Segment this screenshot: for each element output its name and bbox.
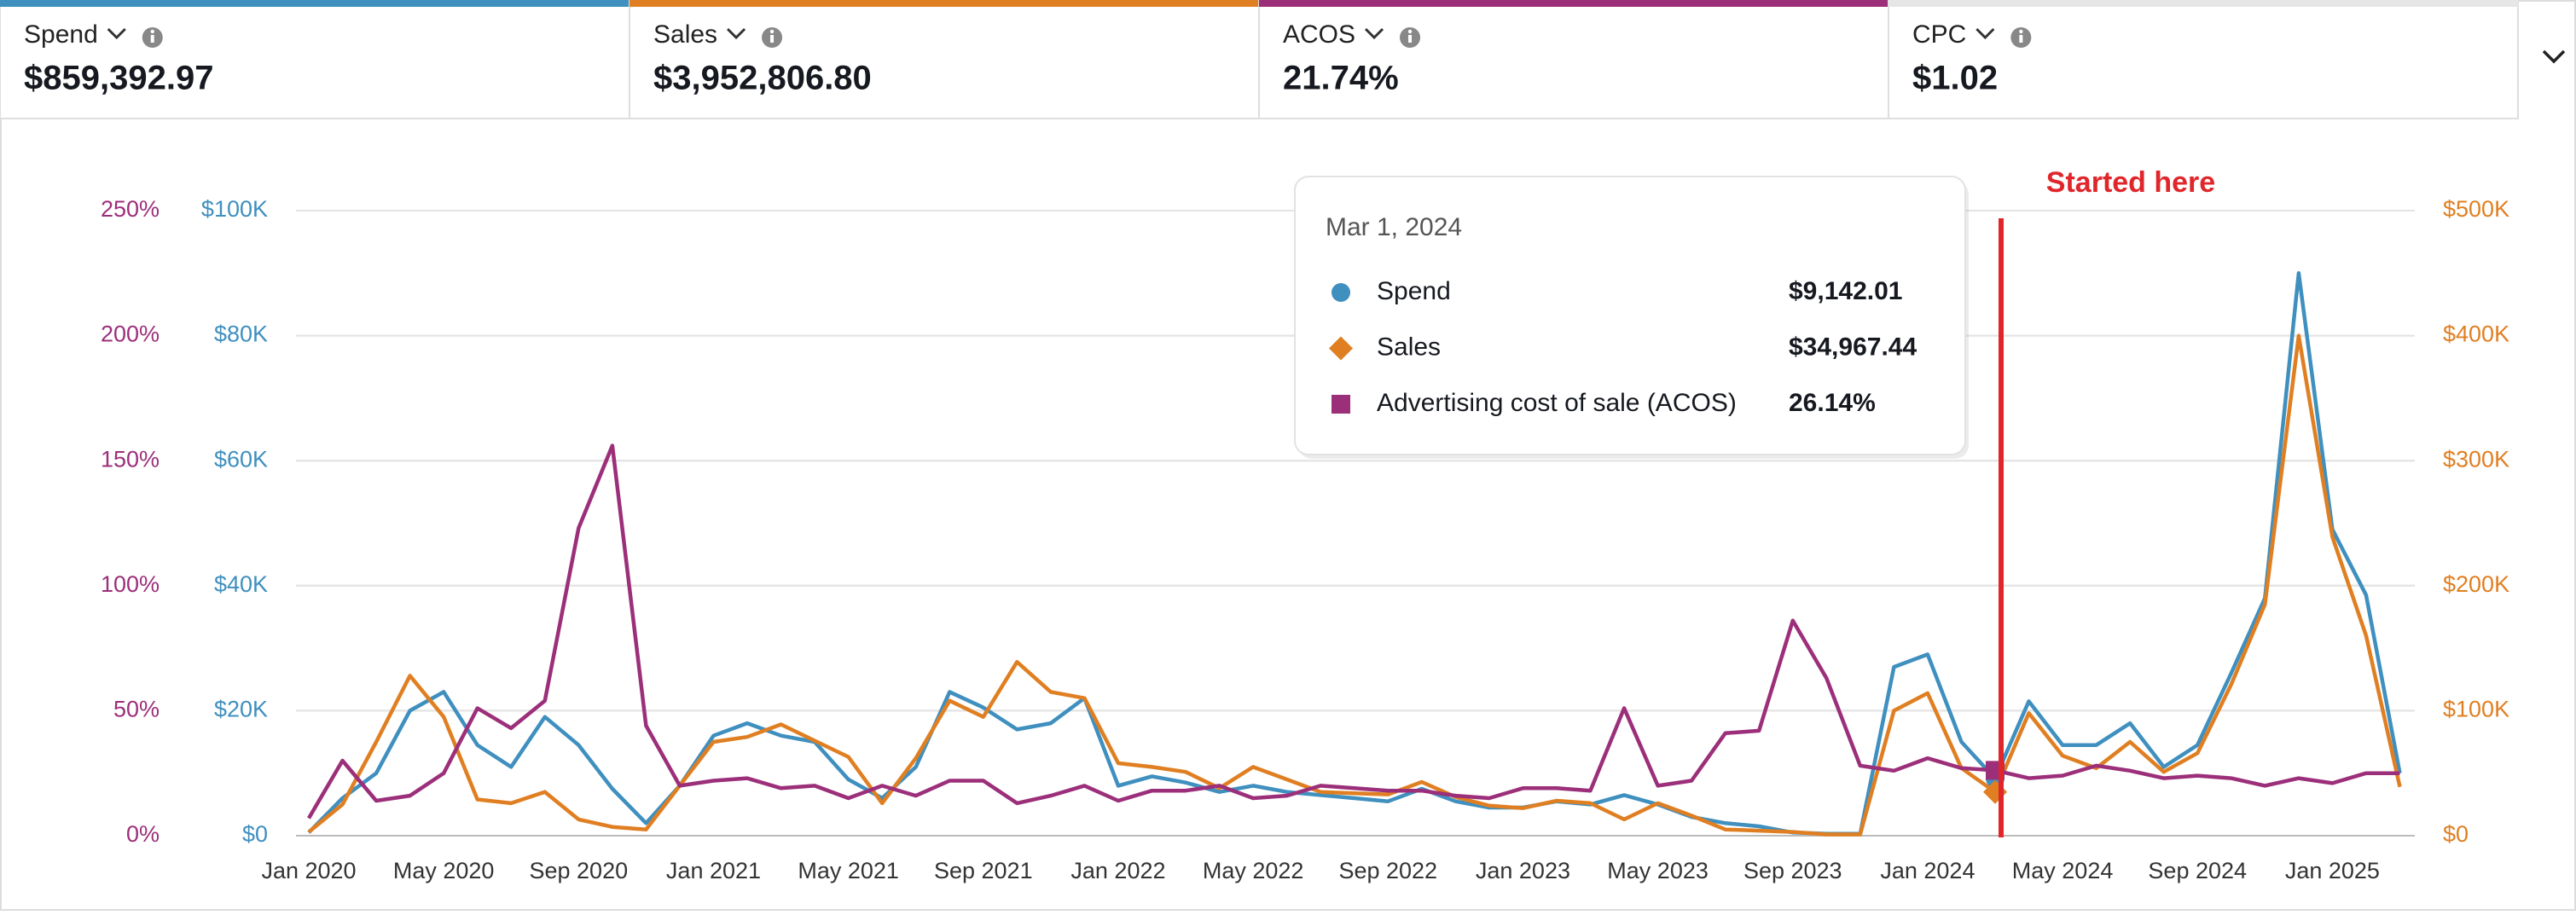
x-tick-label: Jan 2024	[1880, 858, 1975, 883]
tooltip-value: $9,142.01	[1789, 277, 1902, 305]
x-tick-label: Jan 2020	[261, 858, 356, 883]
tile-label: ACOS	[1283, 20, 1355, 49]
x-tick-label: Sep 2023	[1743, 858, 1842, 883]
y-tick-label: $60K	[214, 446, 268, 472]
y3-tick-label: 0%	[126, 821, 160, 847]
tooltip-label: Advertising cost of sale (ACOS)	[1377, 389, 1737, 417]
y3-tick-label: 100%	[101, 571, 160, 597]
tile-label: Spend	[24, 20, 98, 49]
tooltip-title: Mar 1, 2024	[1326, 213, 1462, 241]
info-icon-bar	[2019, 35, 2023, 43]
metric-tile[interactable]: Spend $859,392.97	[0, 0, 630, 119]
metric-tile[interactable]: CPC $1.02	[1888, 0, 2519, 119]
x-tick-label: Sep 2020	[530, 858, 629, 883]
tile-label: CPC	[1912, 20, 1966, 49]
series-line	[307, 443, 2400, 819]
plot: $0 $20K $40K $60K $80K $100K 0% 50% 100% 150% 200%…	[101, 164, 2509, 883]
info-icon-bar	[1408, 35, 1413, 43]
y-tick-label: $100K	[201, 196, 268, 222]
tile-color-bar	[1888, 0, 2518, 7]
tile-chevron	[107, 27, 126, 40]
x-tick-label: May 2022	[1203, 858, 1304, 883]
y2-tick-label: $300K	[2443, 446, 2509, 472]
tile-bg	[629, 0, 1260, 119]
tile-chevron	[726, 27, 746, 40]
tooltip: Mar 1, 2024 Spend $9,142.01 Sales $34,967.44…	[1294, 176, 1969, 459]
info-icon-dot	[769, 29, 775, 34]
tile-bg	[1888, 0, 2519, 119]
y2-tick-label: $400K	[2443, 321, 2509, 347]
tile-chevron	[1364, 27, 1384, 40]
info-icon-bar	[770, 35, 775, 43]
hover-marker	[1332, 283, 1350, 302]
x-tick-label: Jan 2022	[1070, 858, 1165, 883]
tile-value: $1.02	[1912, 60, 1998, 97]
info-icon-dot	[150, 29, 154, 34]
tile-color-bar	[629, 0, 1259, 7]
tile-label: Sales	[653, 20, 717, 49]
tile-bg	[0, 0, 630, 119]
tile-color-bar	[0, 0, 629, 7]
tooltip-label: Sales	[1377, 333, 1441, 361]
x-tick-label: May 2023	[1607, 858, 1709, 883]
y2-tick-label: $200K	[2443, 571, 2509, 597]
y-tick-label: $20K	[214, 697, 268, 722]
info-icon-dot	[2019, 29, 2023, 34]
metric-tiles: Spend $859,392.97 Sales $3,952,806.80 ACOS 21…	[0, 0, 2519, 119]
x-tick-label: Sep 2021	[934, 858, 1033, 883]
y-tick-label: $0	[242, 821, 268, 847]
info-icon-dot	[1407, 29, 1413, 34]
tooltip-value: $34,967.44	[1789, 333, 1917, 361]
tile-value: $3,952,806.80	[653, 60, 872, 97]
tile-chevron	[1976, 27, 1995, 40]
y3-tick-label: 50%	[113, 697, 160, 722]
tile-value: $859,392.97	[24, 60, 213, 97]
hover-marker	[1329, 336, 1353, 361]
x-tick-label: Sep 2022	[1338, 858, 1437, 883]
y-tick-label: $40K	[214, 571, 268, 597]
x-tick-label: Sep 2024	[2148, 858, 2247, 883]
tile-bg	[1258, 0, 1889, 119]
x-tick-label: Jan 2025	[2285, 858, 2380, 883]
metric-tile[interactable]: Sales $3,952,806.80	[629, 0, 1260, 119]
y3-tick-label: 150%	[101, 446, 160, 472]
x-tick-label: May 2021	[798, 858, 899, 883]
metric-tile[interactable]: ACOS 21.74%	[1258, 0, 1889, 119]
y2-tick-label: $100K	[2443, 697, 2509, 722]
info-icon-bar	[150, 35, 154, 43]
expand-chevron[interactable]	[2542, 49, 2566, 64]
y3-tick-label: 200%	[101, 321, 160, 347]
y-tick-label: $80K	[214, 321, 268, 347]
x-tick-label: May 2020	[393, 858, 495, 883]
tile-color-bar	[1259, 0, 1888, 7]
tile-value: 21.74%	[1283, 60, 1399, 97]
tooltip-box	[1294, 176, 1966, 455]
y2-tick-label: $0	[2443, 821, 2469, 847]
hover-marker	[1332, 395, 1350, 414]
y2-tick-label: $500K	[2443, 196, 2509, 222]
annotation-text: Started here	[2046, 166, 2215, 199]
series-line	[307, 333, 2402, 837]
tooltip-value: 26.14%	[1789, 389, 1876, 417]
x-tick-label: Jan 2023	[1476, 858, 1570, 883]
series-line	[307, 271, 2402, 837]
x-tick-label: Jan 2021	[666, 858, 761, 883]
y3-tick-label: 250%	[101, 196, 160, 222]
x-tick-label: May 2024	[2012, 858, 2114, 883]
tooltip-label: Spend	[1377, 277, 1451, 305]
